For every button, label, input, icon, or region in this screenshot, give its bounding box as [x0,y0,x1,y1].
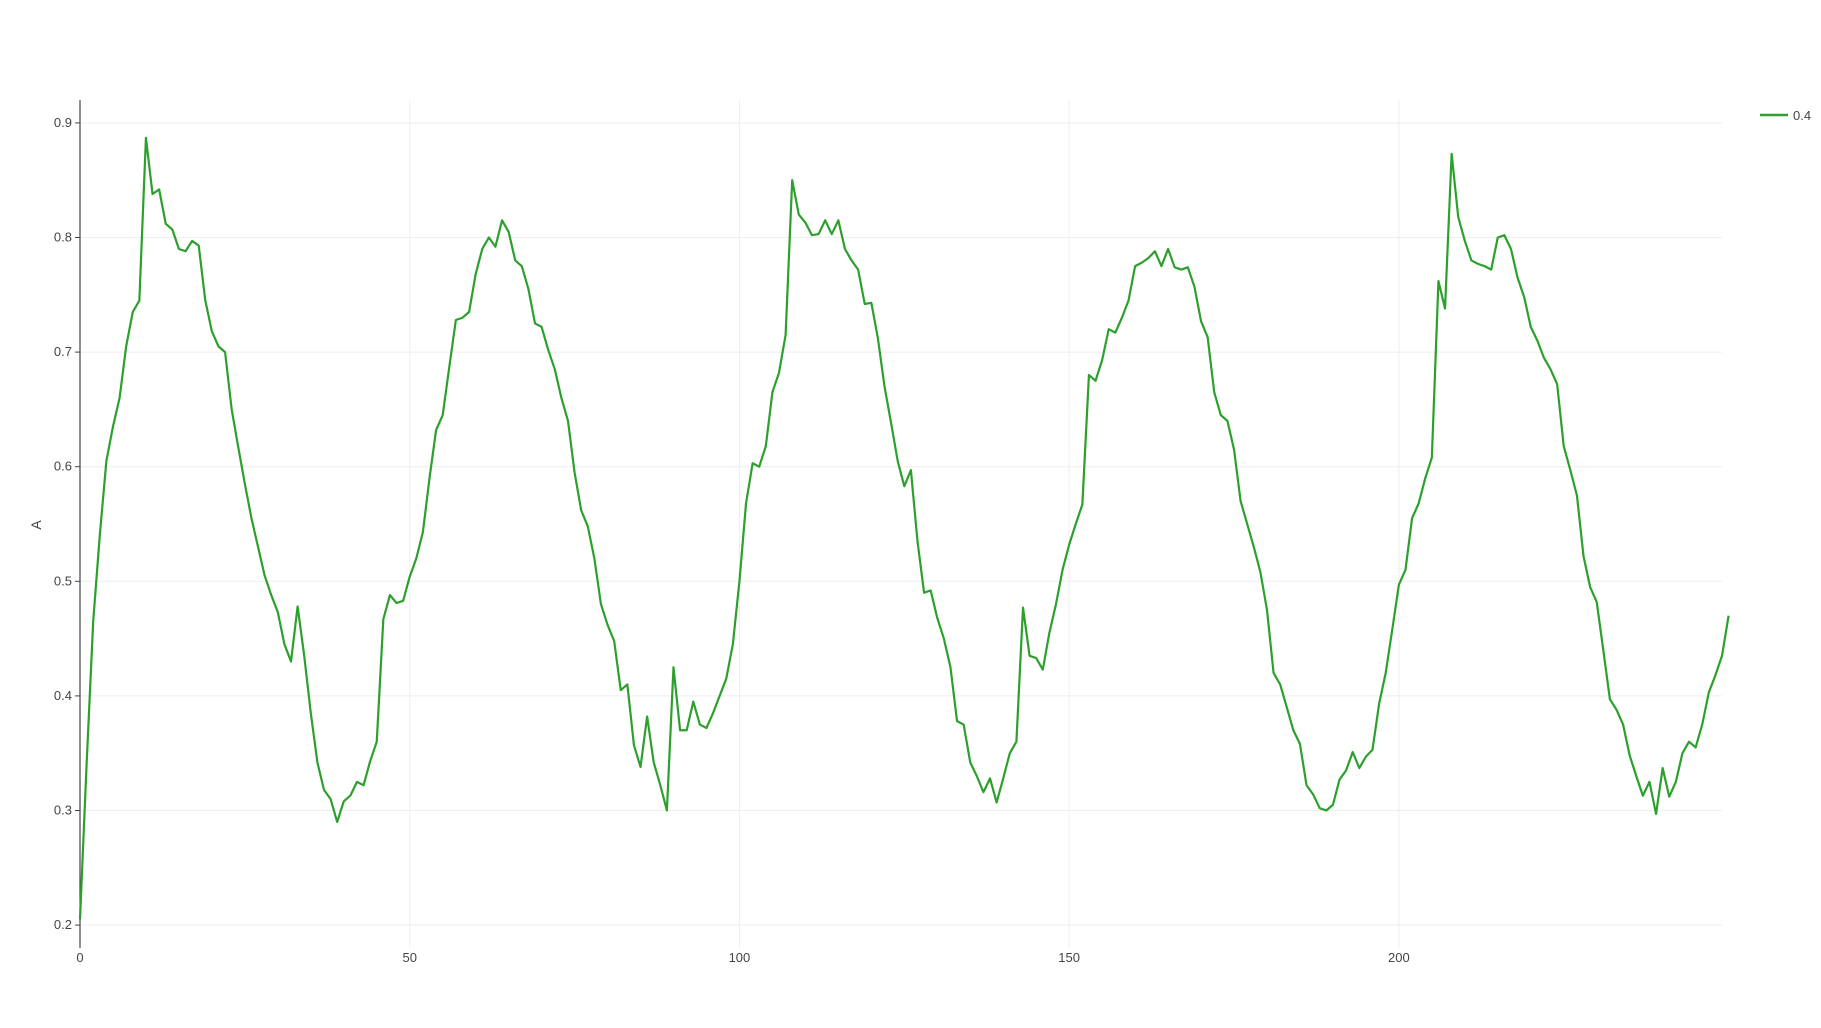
x-tick-label: 100 [729,950,751,965]
y-tick-label: 0.8 [54,230,72,245]
y-tick-label: 0.7 [54,344,72,359]
y-axis-title: A [28,520,44,530]
tick-labels: 0.2 0.3 0.4 0.5 0.6 0.7 0.8 0.9 0 50 100 150 200 [54,115,1410,965]
x-tick-label: 0 [76,950,83,965]
series-group [78,136,1730,920]
series-line-0.4[interactable] [78,136,1730,920]
y-tick-label: 0.5 [54,573,72,588]
y-tick-label: 0.6 [54,459,72,474]
x-tick-label: 200 [1388,950,1410,965]
y-tick-label: 0.9 [54,115,72,130]
y-tick-label: 0.2 [54,917,72,932]
axes [75,100,81,948]
grid [80,100,1722,948]
y-tick-label: 0.4 [54,688,72,703]
y-tick-label: 0.3 [54,802,72,817]
legend-label-0.4: 0.4 [1793,108,1811,123]
x-tick-label: 50 [402,950,416,965]
legend[interactable]: 0.4 [1760,108,1811,123]
x-tick-label: 150 [1058,950,1080,965]
